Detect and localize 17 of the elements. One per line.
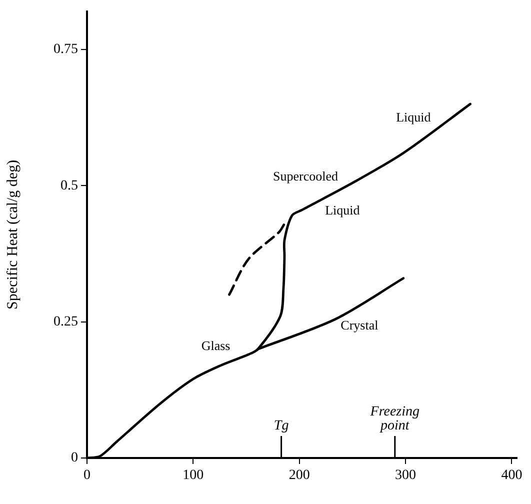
x-tick-label: 400 [501, 468, 522, 484]
ref-line-label: Tg [274, 418, 289, 434]
annotation: Liquid [325, 202, 360, 218]
annotation: Glass [201, 338, 230, 353]
x-tick-label: 300 [395, 468, 416, 484]
y-tick-label: 0 [71, 450, 78, 466]
x-tick-label: 0 [84, 468, 90, 484]
x-tick-label: 100 [182, 468, 204, 484]
y-tick-label: 0.25 [54, 314, 78, 330]
annotation: Supercooled [272, 168, 338, 184]
y-tick-label: 0.5 [60, 178, 78, 194]
x-tick-label: 200 [288, 468, 310, 484]
annotation: Liquid [396, 109, 432, 124]
ref-line-label: Freezing point [369, 404, 420, 434]
y-axis-title: Specific Heat (cal/g deg) [4, 160, 21, 310]
annotation: Crystal [340, 318, 379, 333]
y-tick-label: 0.75 [54, 42, 78, 58]
